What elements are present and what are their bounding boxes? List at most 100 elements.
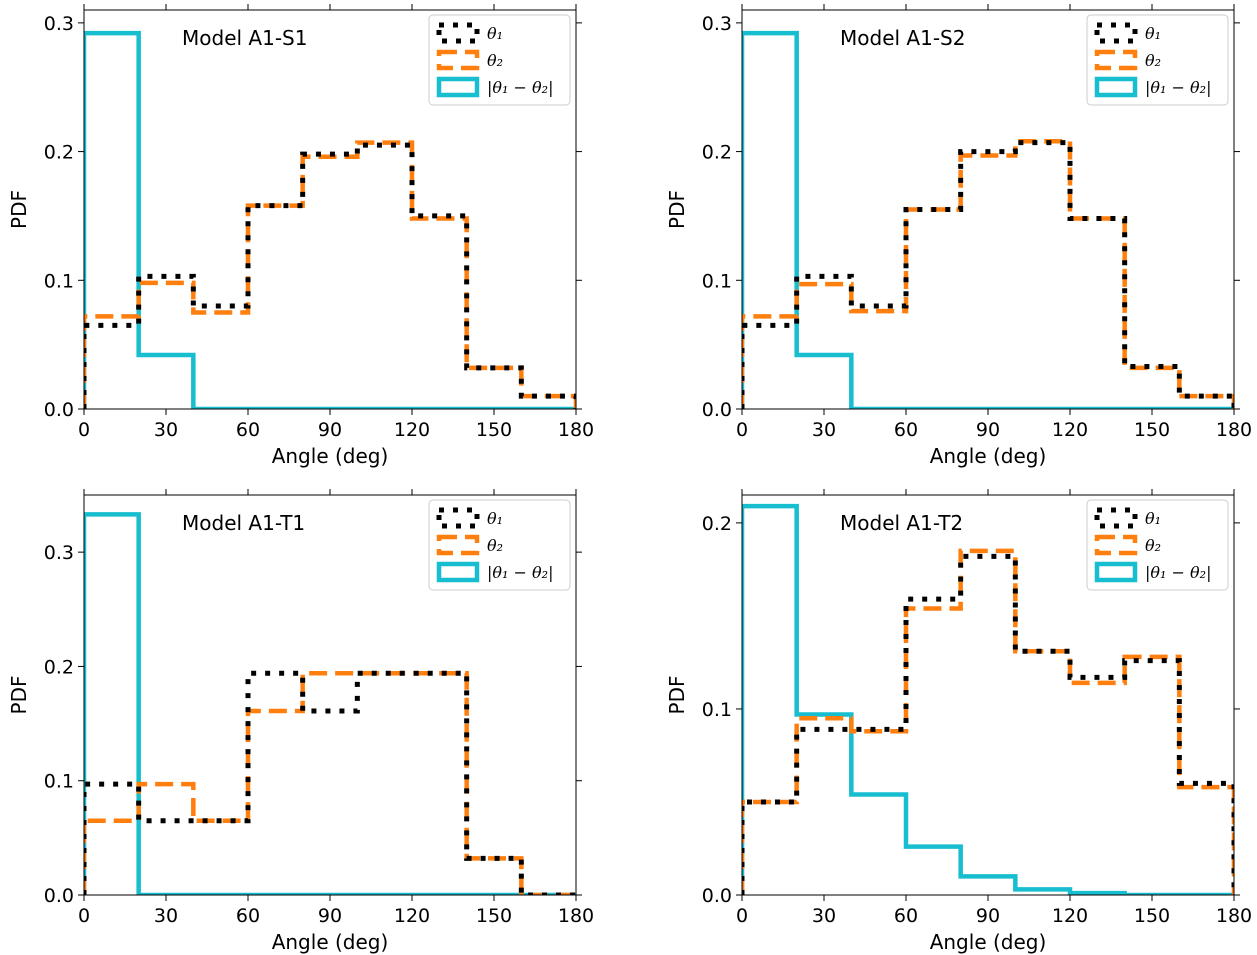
legend-box bbox=[1086, 499, 1229, 591]
x-tick-label: 120 bbox=[394, 905, 430, 927]
legend-label-theta1: θ₁ bbox=[487, 24, 503, 43]
series-theta1-histogram bbox=[84, 142, 576, 409]
legend-label-diff: |θ₁ − θ₂| bbox=[487, 563, 553, 582]
x-tick-label: 30 bbox=[812, 905, 836, 927]
x-tick-label: 180 bbox=[1216, 905, 1252, 927]
legend-box bbox=[428, 14, 571, 106]
legend-handle-theta1 bbox=[1094, 507, 1138, 529]
legend-box bbox=[1086, 14, 1229, 106]
legend-label-theta2: θ₂ bbox=[487, 51, 503, 70]
x-tick-label: 150 bbox=[476, 419, 512, 441]
y-tick-label: 0.0 bbox=[44, 399, 74, 421]
legend-label-theta1: θ₁ bbox=[1145, 509, 1161, 528]
x-axis-label: Angle (deg) bbox=[272, 444, 389, 468]
x-tick-label: 60 bbox=[236, 419, 260, 441]
legend-handle-theta1 bbox=[436, 22, 480, 44]
series-diff-histogram bbox=[84, 30, 576, 409]
x-tick-label: 120 bbox=[394, 419, 430, 441]
legend-label-theta2: θ₂ bbox=[1145, 51, 1161, 70]
x-tick-label: 60 bbox=[894, 905, 918, 927]
panel-title: Model A1-T1 bbox=[182, 511, 305, 535]
x-tick-label: 0 bbox=[736, 905, 748, 927]
y-tick-label: 0.0 bbox=[702, 885, 732, 907]
legend-handle-theta1 bbox=[436, 507, 480, 529]
y-tick-label: 0.2 bbox=[44, 656, 74, 678]
series-theta1-histogram bbox=[84, 670, 576, 895]
legend-handle-diff bbox=[436, 76, 480, 98]
legend-label-theta1: θ₁ bbox=[1145, 24, 1161, 43]
series-theta1-histogram bbox=[742, 553, 1234, 895]
x-tick-label: 150 bbox=[1134, 905, 1170, 927]
series-diff-histogram bbox=[742, 503, 1234, 895]
legend-label-diff: |θ₁ − θ₂| bbox=[1145, 78, 1211, 97]
legend: θ₁ θ₂ |θ₁ − θ₂| bbox=[428, 499, 571, 591]
y-axis-label: PDF bbox=[7, 676, 31, 715]
series-theta2-histogram bbox=[84, 140, 576, 409]
series-theta1-histogram bbox=[742, 140, 1234, 409]
x-tick-label: 150 bbox=[1134, 419, 1170, 441]
y-tick-label: 0.3 bbox=[44, 542, 74, 564]
legend-handle-diff bbox=[436, 561, 480, 583]
y-tick-label: 0.1 bbox=[702, 699, 732, 721]
y-tick-label: 0.1 bbox=[44, 771, 74, 793]
y-tick-label: 0.2 bbox=[702, 142, 732, 164]
x-tick-label: 90 bbox=[318, 905, 342, 927]
x-tick-label: 90 bbox=[318, 419, 342, 441]
chart-panel-4: 0 30 60 90 120 150 180 0.0 0.1 0.2 Angle (deg) PDF M… bbox=[665, 489, 1252, 954]
x-tick-label: 30 bbox=[812, 419, 836, 441]
x-tick-label: 30 bbox=[154, 905, 178, 927]
series-diff-histogram bbox=[84, 512, 576, 895]
x-axis-label: Angle (deg) bbox=[930, 444, 1047, 468]
legend-handle-theta1 bbox=[1094, 22, 1138, 44]
x-tick-label: 0 bbox=[736, 419, 748, 441]
x-tick-label: 120 bbox=[1052, 419, 1088, 441]
x-tick-label: 30 bbox=[154, 419, 178, 441]
y-tick-label: 0.0 bbox=[702, 399, 732, 421]
legend-label-theta2: θ₂ bbox=[487, 536, 503, 555]
legend-label-diff: |θ₁ − θ₂| bbox=[487, 78, 553, 97]
x-tick-label: 180 bbox=[558, 419, 594, 441]
chart-panel-2: 0 30 60 90 120 150 180 0.0 0.1 0.2 0.3 Angle (deg) P… bbox=[665, 4, 1252, 468]
series-theta2-histogram bbox=[84, 671, 576, 895]
legend-label-diff: |θ₁ − θ₂| bbox=[1145, 563, 1211, 582]
legend-handle-diff bbox=[1094, 561, 1138, 583]
panel-title: Model A1-S1 bbox=[182, 26, 307, 50]
x-axis-label: Angle (deg) bbox=[930, 930, 1047, 954]
x-tick-label: 60 bbox=[236, 905, 260, 927]
x-tick-label: 150 bbox=[476, 905, 512, 927]
legend-label-theta1: θ₁ bbox=[487, 509, 503, 528]
series-theta2-histogram bbox=[742, 139, 1234, 409]
panel-title: Model A1-S2 bbox=[840, 26, 965, 50]
series-diff-histogram bbox=[742, 30, 1234, 409]
x-tick-label: 180 bbox=[558, 905, 594, 927]
x-tick-label: 90 bbox=[976, 905, 1000, 927]
y-tick-label: 0.2 bbox=[44, 142, 74, 164]
y-tick-label: 0.1 bbox=[44, 270, 74, 292]
legend-box bbox=[428, 499, 571, 591]
legend: θ₁ θ₂ |θ₁ − θ₂| bbox=[1086, 14, 1229, 106]
x-tick-label: 120 bbox=[1052, 905, 1088, 927]
y-axis-label: PDF bbox=[7, 190, 31, 229]
x-tick-label: 0 bbox=[78, 905, 90, 927]
y-axis-label: PDF bbox=[665, 676, 689, 715]
legend-handle-diff bbox=[1094, 76, 1138, 98]
legend: θ₁ θ₂ |θ₁ − θ₂| bbox=[428, 14, 571, 106]
y-tick-label: 0.0 bbox=[44, 885, 74, 907]
chart-panel-1: 0 30 60 90 120 150 180 0.0 0.1 0.2 0.3 Angle (deg) P… bbox=[7, 4, 594, 468]
y-tick-label: 0.2 bbox=[702, 513, 732, 535]
y-axis-label: PDF bbox=[665, 190, 689, 229]
x-tick-label: 60 bbox=[894, 419, 918, 441]
x-tick-label: 90 bbox=[976, 419, 1000, 441]
x-axis-label: Angle (deg) bbox=[272, 930, 389, 954]
y-tick-label: 0.3 bbox=[44, 13, 74, 35]
x-tick-label: 0 bbox=[78, 419, 90, 441]
legend-label-theta2: θ₂ bbox=[1145, 536, 1161, 555]
series-theta2-histogram bbox=[742, 548, 1234, 895]
legend: θ₁ θ₂ |θ₁ − θ₂| bbox=[1086, 499, 1229, 591]
y-tick-label: 0.1 bbox=[702, 270, 732, 292]
y-tick-label: 0.3 bbox=[702, 13, 732, 35]
panel-title: Model A1-T2 bbox=[840, 511, 963, 535]
chart-panel-3: 0 30 60 90 120 150 180 0.0 0.1 0.2 0.3 Angle (deg) P… bbox=[7, 489, 594, 954]
x-tick-label: 180 bbox=[1216, 419, 1252, 441]
